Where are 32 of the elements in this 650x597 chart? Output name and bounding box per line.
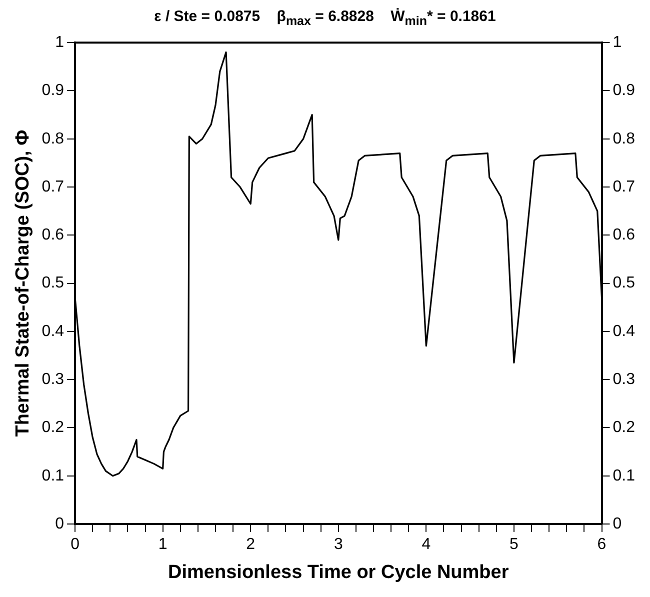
- y-tick-label: 0.4: [42, 322, 64, 340]
- x-tick-label: 6: [597, 536, 606, 554]
- chart-title: ε / Ste = 0.0875 β$_{max}$ = 6.8828 Ẇ$_{min}$* = 0.1861: [153, 8, 497, 30]
- y2-tick-label: 0.7: [612, 178, 636, 196]
- y2-tick-label: 0.5: [612, 274, 636, 292]
- y-tick-label: 0.9: [42, 82, 64, 100]
- y-tick-label: 0.1: [42, 467, 64, 484]
- y2-tick-label: 0.2: [612, 419, 636, 436]
- x-tick-label: 2: [246, 536, 256, 554]
- y-tick-label: 0.5: [42, 274, 64, 292]
- y2-tick-label: 0.1: [612, 467, 636, 484]
- y2-tick-label: 0.6: [612, 226, 636, 244]
- x-tick-label: 3: [334, 536, 343, 554]
- y-axis-title: Thermal State-of-Charge (SOC), Φ: [12, 129, 34, 437]
- y-tick-label: 1: [55, 34, 64, 52]
- y-tick-label: 0.6: [42, 226, 64, 244]
- x-tick-label: 5: [510, 536, 519, 554]
- x-tick-label: 0: [70, 536, 80, 554]
- y-tick-label: 0.8: [42, 130, 64, 148]
- x-tick-label: 1: [158, 536, 168, 554]
- y2-tick-label: 0.3: [612, 370, 636, 388]
- y2-tick-label: 0.8: [612, 130, 636, 148]
- y-tick-label: 0: [55, 515, 64, 532]
- y-tick-label: 0.3: [42, 370, 64, 388]
- y2-tick-label: 0: [612, 515, 622, 532]
- y-tick-label: 0.2: [42, 419, 64, 436]
- x-axis-title: Dimensionless Time or Cycle Number: [168, 562, 510, 583]
- y-tick-label: 0.7: [42, 178, 64, 196]
- y2-tick-label: 1: [612, 34, 622, 52]
- y2-tick-label: 0.4: [612, 322, 636, 340]
- x-tick-label: 4: [422, 536, 431, 554]
- y2-tick-label: 0.9: [612, 82, 636, 100]
